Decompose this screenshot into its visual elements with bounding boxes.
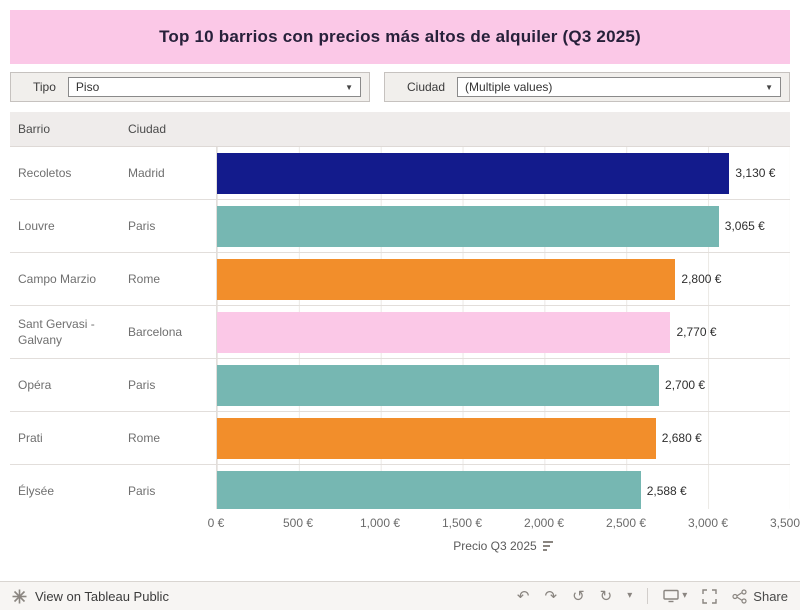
refresh-icon[interactable]: ↻ [599, 587, 613, 605]
device-preview-icon[interactable]: ▾ [663, 589, 687, 603]
toolbar-right: ↶ ↷ ↺ ↻ ▾ ▾ [517, 588, 788, 604]
filter-bar: Tipo Piso ▼ Ciudad (Multiple values) ▼ [10, 72, 790, 102]
fullscreen-icon[interactable] [702, 588, 717, 604]
barrio-cell: Louvre [18, 218, 55, 233]
ciudad-cell: Paris [128, 377, 156, 392]
bar-value-label: 3,130 € [735, 166, 776, 180]
chart-rows: Recoletos Madrid 3,130 € Louvre Paris 3,… [10, 146, 790, 509]
tableau-view-icon [12, 589, 27, 603]
bar[interactable] [217, 364, 660, 406]
filter-ciudad-label: Ciudad [407, 80, 446, 94]
bar[interactable] [217, 417, 656, 459]
toolbar-left[interactable]: View on Tableau Public [12, 589, 169, 604]
tableau-toolbar: View on Tableau Public ↶ ↷ ↺ ↻ ▾ ▾ [0, 581, 800, 610]
filter-ciudad: Ciudad (Multiple values) ▼ [384, 72, 790, 102]
bar[interactable] [217, 311, 671, 353]
axis-tick: 1,000 € [359, 516, 401, 530]
bar-cell: 3,130 € [216, 147, 790, 199]
axis-tick: 0 € [207, 516, 225, 530]
share-icon [732, 588, 747, 604]
bar-chart: Barrio Ciudad Recoletos Madrid 3,130 € L… [10, 112, 800, 556]
chevron-down-icon: ▼ [765, 82, 773, 92]
ciudad-cell: Barcelona [128, 324, 183, 339]
bar-value-label: 2,680 € [661, 431, 702, 445]
bar[interactable] [217, 152, 730, 194]
table-header: Barrio Ciudad [10, 112, 790, 146]
bar-cell: 2,588 € [216, 465, 790, 509]
bar-value-label: 2,770 € [676, 325, 717, 339]
share-button[interactable]: Share [732, 589, 788, 604]
barrio-cell: Opéra [18, 377, 52, 392]
axis-tick: 1,500 € [441, 516, 483, 530]
bar-value-label: 2,700 € [665, 378, 706, 392]
barrio-cell: Sant Gervasi - Galvany [18, 316, 95, 347]
axis-tick: 2,000 € [523, 516, 565, 530]
tipo-dropdown[interactable]: Piso ▼ [67, 77, 361, 97]
x-axis-title: Precio Q3 2025 [453, 539, 537, 553]
table-row[interactable]: Sant Gervasi - Galvany Barcelona 2,770 € [10, 306, 790, 359]
ciudad-cell: Rome [128, 271, 161, 286]
dashboard: Top 10 barrios con precios más altos de … [0, 10, 800, 610]
ciudad-dropdown[interactable]: (Multiple values) ▼ [457, 77, 781, 97]
view-on-tableau-label: View on Tableau Public [35, 588, 169, 604]
pause-menu-chevron-icon[interactable]: ▾ [627, 590, 633, 601]
barrio-cell: Recoletos [18, 165, 72, 180]
share-label: Share [753, 588, 788, 604]
axis-tick: 500 € [282, 516, 314, 530]
axis-tick: 2,500 € [605, 516, 647, 530]
x-axis: 0 € 500 € 1,000 € 1,500 € 2,000 € 2,500 … [208, 509, 800, 533]
bar-cell: 3,065 € [216, 200, 790, 252]
column-header-ciudad[interactable]: Ciudad [128, 122, 167, 136]
axis-tick: 3,000 € [687, 516, 729, 530]
bar-cell: 2,800 € [216, 253, 790, 305]
monitor-icon [663, 589, 679, 603]
bar[interactable] [217, 205, 719, 247]
redo-icon[interactable]: ↷ [544, 587, 558, 605]
toolbar-divider [647, 588, 649, 604]
barrio-cell: Élysée [18, 483, 55, 498]
column-header-barrio[interactable]: Barrio [18, 122, 51, 136]
table-row[interactable]: Campo Marzio Rome 2,800 € [10, 253, 790, 306]
ciudad-cell: Paris [128, 218, 156, 233]
table-row[interactable]: Opéra Paris 2,700 € [10, 359, 790, 412]
chevron-down-icon: ▾ [682, 590, 688, 601]
sort-icon[interactable] [542, 541, 553, 551]
bar-cell: 2,770 € [216, 306, 790, 358]
filter-tipo: Tipo Piso ▼ [10, 72, 370, 102]
bar[interactable] [217, 470, 641, 509]
table-row[interactable]: Louvre Paris 3,065 € [10, 200, 790, 253]
ciudad-cell: Madrid [128, 165, 165, 180]
bar-cell: 2,680 € [216, 412, 790, 464]
fullscreen-corners-icon [702, 588, 717, 604]
bar[interactable] [217, 258, 676, 300]
ciudad-dropdown-value: (Multiple values) [465, 80, 553, 94]
chevron-down-icon: ▼ [345, 82, 353, 92]
bar-cell: 2,700 € [216, 359, 790, 411]
filter-tipo-label: Tipo [33, 80, 56, 94]
undo-icon[interactable]: ↶ [516, 587, 530, 605]
table-row[interactable]: Recoletos Madrid 3,130 € [10, 147, 790, 200]
barrio-cell: Campo Marzio [18, 271, 97, 286]
dashboard-title: Top 10 barrios con precios más altos de … [159, 27, 641, 46]
reset-icon[interactable]: ↺ [572, 587, 585, 605]
dashboard-title-banner: Top 10 barrios con precios más altos de … [10, 10, 790, 64]
ciudad-cell: Rome [128, 430, 161, 445]
ciudad-cell: Paris [128, 483, 156, 498]
bar-value-label: 2,800 € [681, 272, 722, 286]
axis-tick: 3,500 € [769, 516, 800, 530]
table-row[interactable]: Prati Rome 2,680 € [10, 412, 790, 465]
x-axis-title-row: Precio Q3 2025 [216, 536, 790, 556]
barrio-cell: Prati [18, 430, 43, 445]
tipo-dropdown-value: Piso [75, 80, 100, 94]
bar-value-label: 3,065 € [724, 219, 765, 233]
bar-value-label: 2,588 € [646, 484, 687, 498]
table-row[interactable]: Élysée Paris 2,588 € [10, 465, 790, 509]
